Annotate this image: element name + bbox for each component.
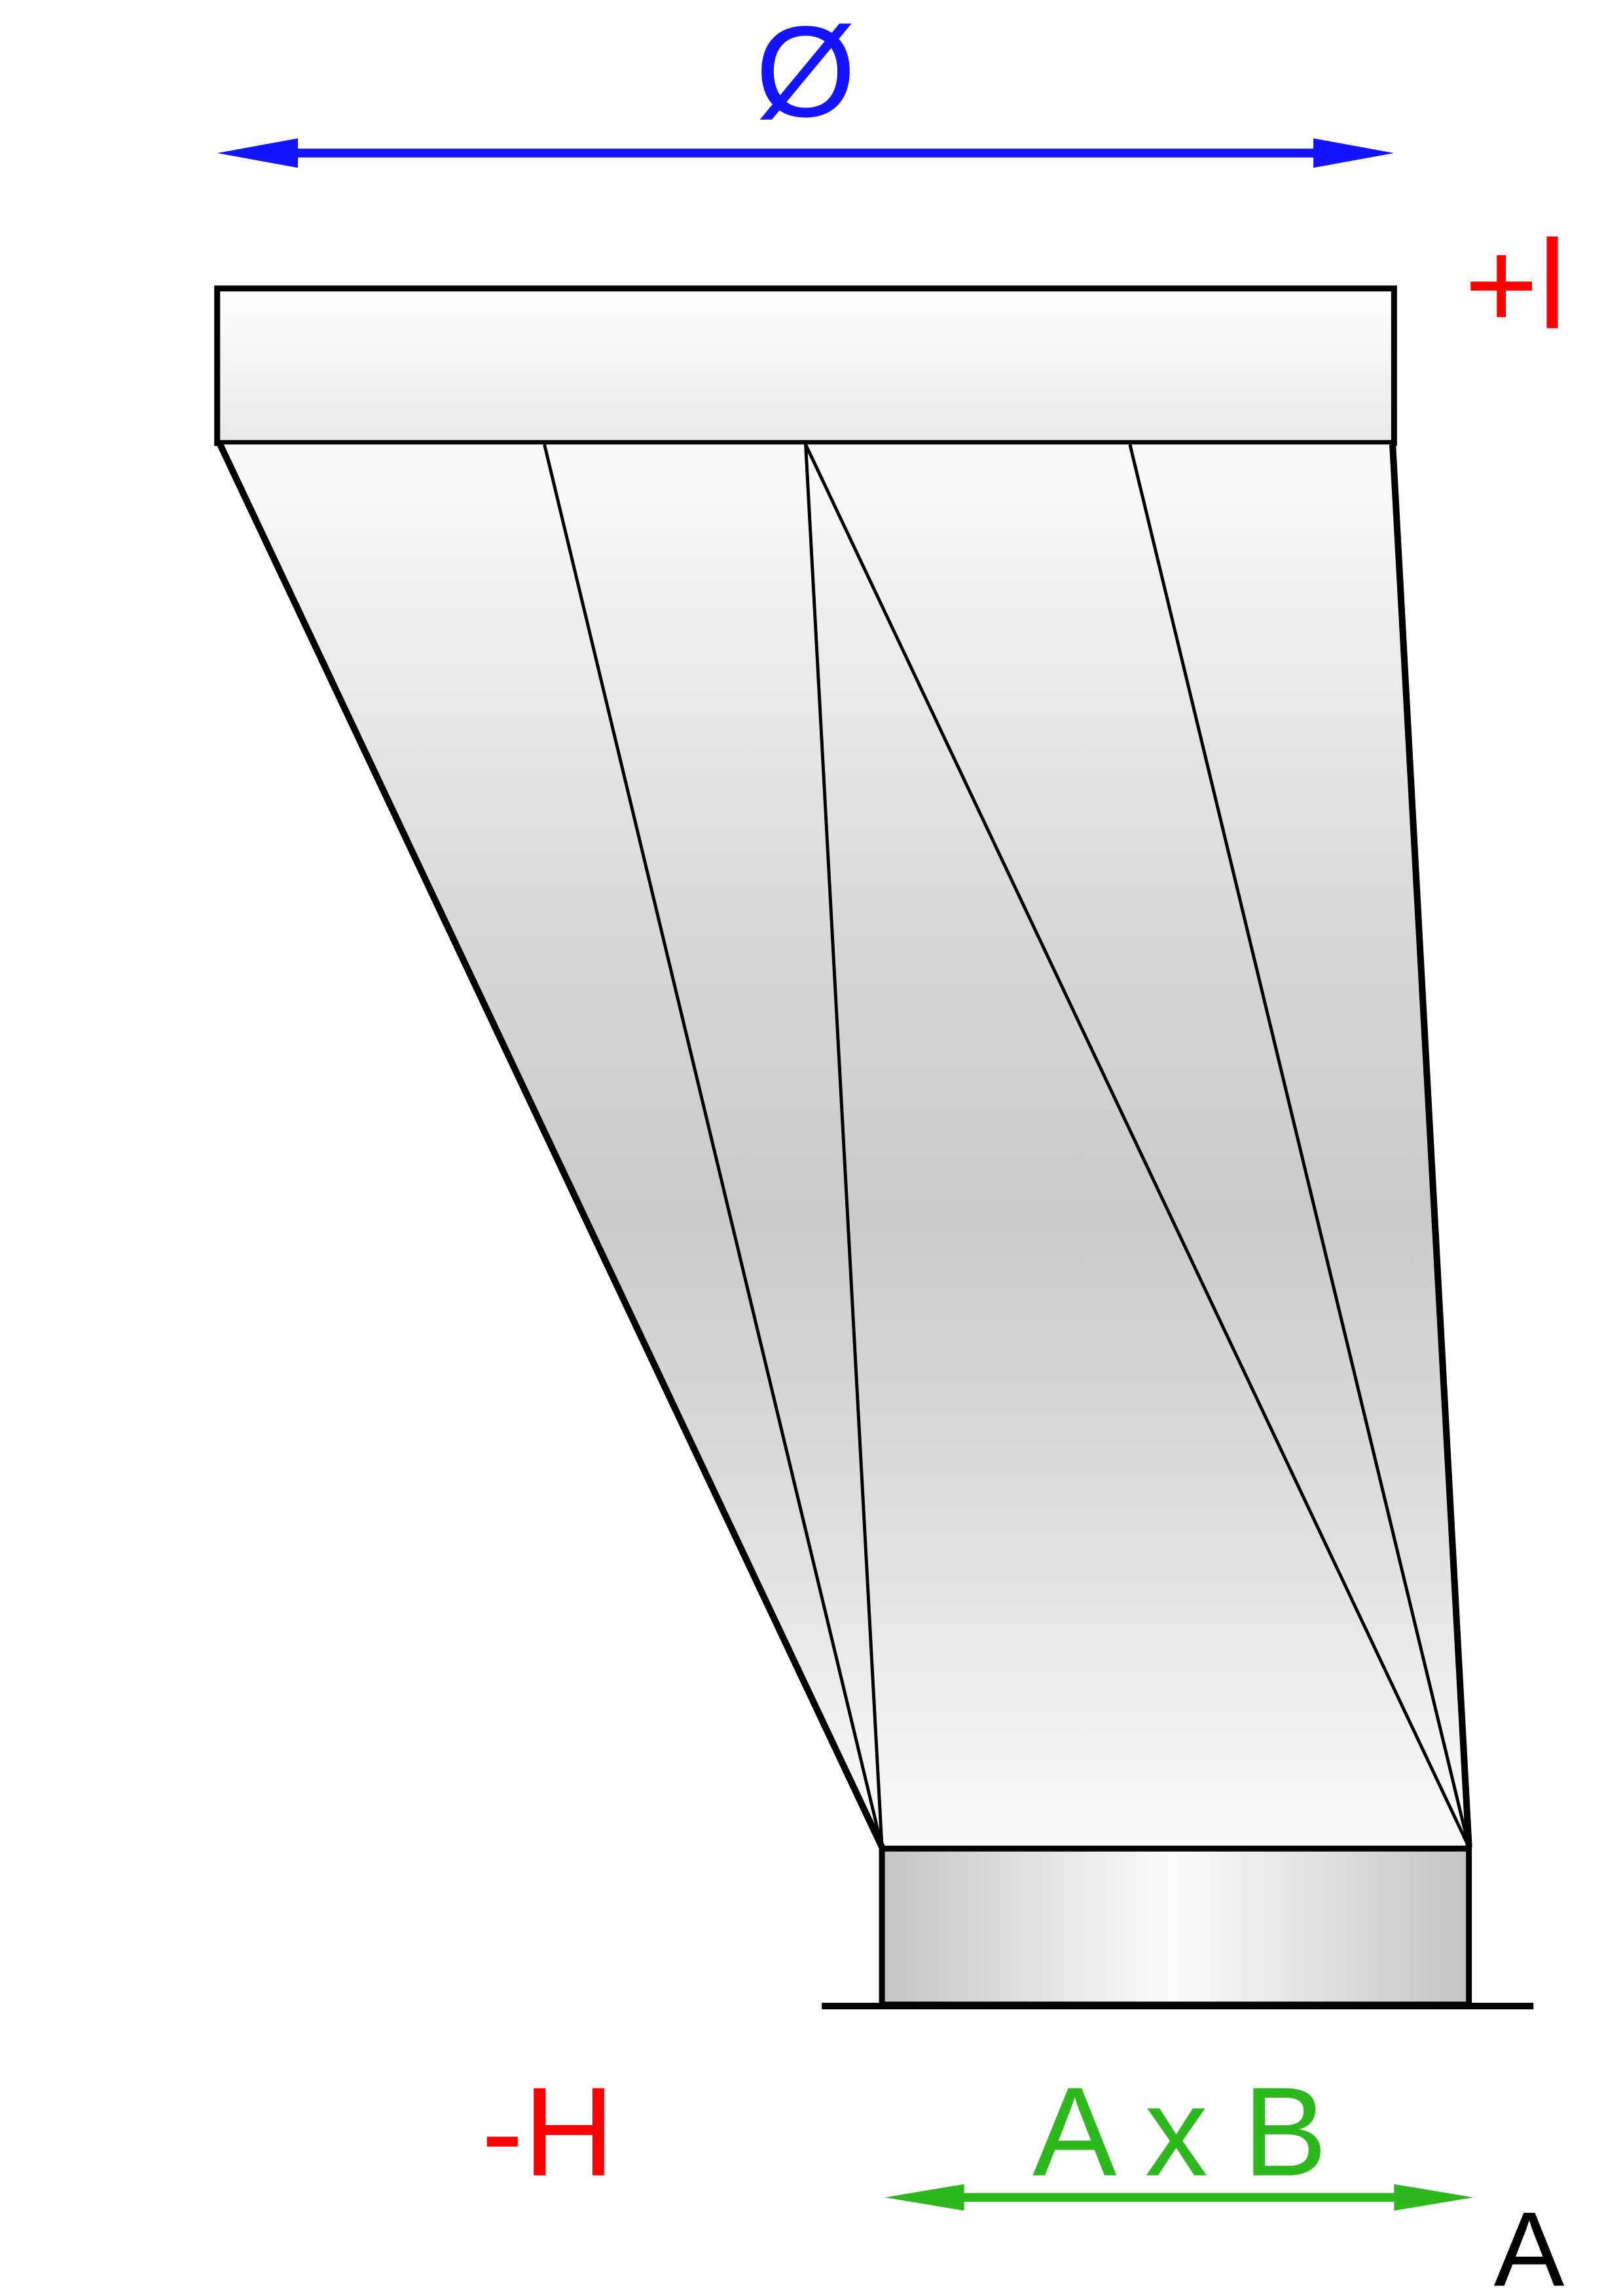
diameter-label: Ø: [756, 0, 856, 144]
plus-l-label: +l: [1465, 213, 1566, 355]
arrowhead-left: [884, 2184, 964, 2211]
minus-h-label: -H: [481, 2060, 614, 2202]
arrowhead-right: [1394, 2184, 1474, 2211]
arrowhead-right: [1313, 138, 1395, 168]
round-collar: [214, 285, 1397, 446]
a-label: A: [1494, 2191, 1565, 2296]
transition-body: [217, 442, 1472, 1849]
rect-dimension: A x B: [884, 2060, 1474, 2211]
diameter-dimension: Ø: [217, 0, 1395, 168]
a-x-b-label: A x B: [1032, 2060, 1327, 2202]
arrowhead-left: [217, 138, 299, 168]
rectangular-spigot: [879, 1845, 1472, 2008]
fold-lines: [543, 444, 1471, 1848]
